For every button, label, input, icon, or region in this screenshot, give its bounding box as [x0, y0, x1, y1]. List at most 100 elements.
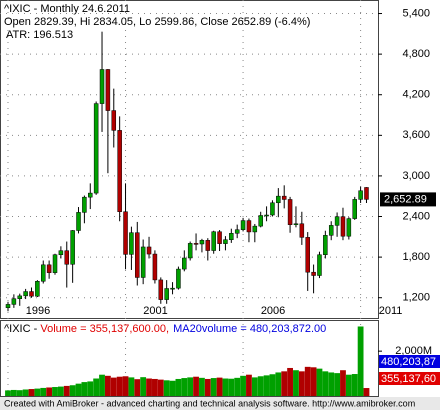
candle-body [223, 239, 228, 244]
candle-body [199, 240, 205, 245]
candle-body [158, 279, 164, 300]
volume-bar [263, 375, 270, 396]
candle-body [187, 243, 193, 259]
last-close-box [380, 192, 436, 207]
volume-bar [40, 387, 47, 396]
volume-bar [169, 380, 176, 396]
candle-body [46, 264, 52, 273]
volume-bar [228, 378, 235, 396]
volume-bar [269, 374, 276, 396]
candle-body [88, 192, 93, 198]
volume-bar [275, 372, 282, 396]
candle-body [170, 287, 175, 290]
candle-body [76, 212, 81, 231]
volume-bar [234, 377, 241, 396]
candle-body [123, 211, 128, 255]
volume-bar [16, 390, 23, 396]
volume-bar [75, 383, 82, 396]
price-panel [0, 0, 379, 319]
y-tick-label: 1,200 [402, 292, 430, 304]
volume-box-label: 355,137,60 [381, 373, 436, 385]
candle-body [129, 232, 134, 255]
candle-body [11, 298, 17, 305]
x-tick-label: 2001 [143, 305, 167, 317]
candle-body [240, 220, 246, 230]
footer: Created with AmiBroker - advanced charti… [4, 398, 415, 408]
volume-bar [116, 376, 123, 396]
y-tick-label: 3,000 [402, 170, 430, 182]
volume-bar [334, 373, 340, 396]
candle-body [5, 304, 11, 308]
volume-bar [152, 378, 158, 396]
candle-body [23, 291, 28, 297]
candle-body [146, 246, 152, 255]
candle-body [35, 281, 40, 297]
volume-bar [22, 389, 29, 396]
volume-bar [57, 386, 64, 396]
x-tick-label: 1996 [26, 305, 50, 317]
volume-bar [110, 377, 117, 396]
x-tick-label: 2011 [379, 305, 403, 317]
candle-body [182, 257, 187, 270]
candle-body [82, 196, 87, 213]
candle-body [193, 243, 199, 245]
y-tick-label: 5,400 [402, 7, 430, 19]
volume-bar [34, 388, 41, 396]
candle-body [205, 240, 211, 251]
volume-bar [181, 378, 188, 396]
y-tick-label: 1,800 [402, 251, 430, 263]
candle-body [246, 220, 252, 233]
candle-body [346, 218, 352, 237]
y-tick-label: 3,600 [402, 129, 430, 141]
candle-body [352, 199, 357, 219]
volume-bar [63, 385, 70, 396]
y-tick-label: 2,400 [402, 210, 430, 222]
ma-box-label: 480,203,87 [381, 356, 436, 368]
volume-bar [81, 382, 88, 396]
candle-body [41, 264, 46, 282]
candle-body [99, 69, 105, 104]
volume-bar [363, 388, 370, 396]
candle-body [164, 288, 169, 300]
volume-bar [328, 372, 335, 396]
volume-bar [257, 376, 264, 396]
candle-body [111, 110, 117, 131]
volume-caption-name: ^IXIC - [4, 323, 40, 335]
candle-body [276, 195, 281, 204]
volume-bar [5, 390, 11, 396]
volume-bar [122, 376, 129, 396]
volume-bar [199, 377, 205, 396]
candle-body [58, 250, 64, 255]
volume-bar [52, 387, 58, 396]
volume-bar [293, 370, 299, 396]
volume-bar [216, 377, 223, 396]
candle-body [252, 225, 258, 233]
volume-bar [104, 375, 111, 396]
candle-body [299, 223, 305, 238]
volume-caption: ^IXIC - Volume = 355,137,600.00, MA20volu… [4, 323, 326, 335]
volume-bar [69, 385, 76, 396]
volume-bar [251, 377, 258, 396]
candle-body [328, 225, 334, 236]
volume-bar [93, 378, 100, 396]
atr-annotation: ATR: 196.513 [6, 29, 73, 41]
volume-bar [210, 378, 217, 396]
volume-bar [316, 368, 323, 396]
volume-bar [146, 378, 152, 396]
volume-bar [128, 377, 135, 396]
volume-bar [246, 374, 252, 396]
candle-body [29, 291, 34, 297]
volume-bar [351, 374, 358, 396]
volume-bar [204, 378, 211, 396]
volume-bar [46, 387, 53, 396]
chart-title: ^IXIC - Monthly 24.6.2011 [4, 3, 130, 15]
volume-box [379, 372, 440, 385]
candle-body [135, 232, 140, 278]
candle-body [334, 216, 340, 226]
last-close-label: 2,652.89 [384, 193, 427, 205]
x-tick-label: 2006 [261, 305, 285, 317]
candle-body [176, 268, 181, 289]
volume-bar [187, 377, 194, 396]
candle-body [287, 199, 293, 225]
